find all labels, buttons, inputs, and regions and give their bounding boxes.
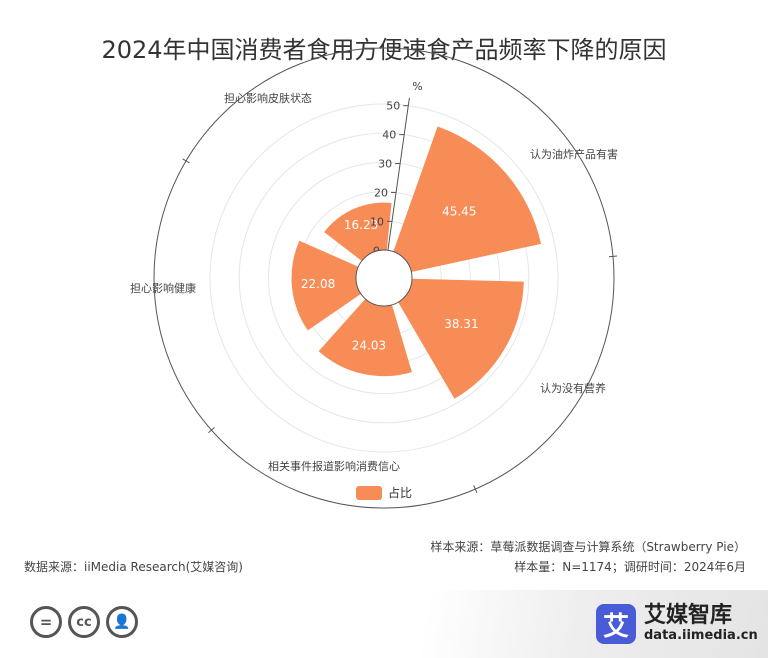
logo-url: data.iimedia.cn <box>644 628 758 643</box>
equals-icon: = <box>30 606 62 638</box>
radial-gridline <box>238 132 530 424</box>
data-label-3: 22.08 <box>301 277 335 291</box>
category-label-2: 相关事件报道影响消费信心 <box>268 459 400 473</box>
person-icon: 👤 <box>106 606 138 638</box>
cc-icon: cc <box>68 606 100 638</box>
logo-name: 艾媒智库 <box>644 603 733 628</box>
bar-0 <box>393 126 542 273</box>
category-label-0: 认为油炸产品有害 <box>530 147 618 161</box>
legend[interactable]: 占比 <box>356 484 412 501</box>
logo-mark: 艾 <box>596 604 636 644</box>
data-source: 数据来源：iiMedia Research(艾媒咨询) <box>24 560 243 574</box>
data-label-4: 16.23 <box>344 218 378 232</box>
data-label-1: 38.31 <box>444 317 478 331</box>
radial-gridline <box>267 161 501 395</box>
radial-tick-label-4: 40 <box>382 129 396 142</box>
radial-tick-label-1: 10 <box>370 215 384 228</box>
radial-tick-label-5: 50 <box>386 100 400 113</box>
chart-title: 2024年中国消费者食用方便速食产品频率下降的原因 <box>101 36 667 64</box>
bar-3 <box>291 240 361 331</box>
category-label-1: 认为没有营养 <box>540 381 606 395</box>
bar-2 <box>318 298 412 377</box>
radial-axis-unit: % <box>412 80 422 93</box>
sample-source: 样本来源：草莓派数据调查与计算系统（Strawberry Pie） <box>430 540 746 554</box>
angle-tick-0 <box>432 49 436 58</box>
license-icons: = cc 👤 <box>30 606 138 638</box>
data-label-2: 24.03 <box>352 338 386 352</box>
radial-tick-label-3: 30 <box>378 158 392 171</box>
radial-tick-label-2: 20 <box>374 186 388 199</box>
category-label-3: 担心影响健康 <box>130 281 196 295</box>
sample-size: 样本量：N=1174；调研时间：2024年6月 <box>514 560 746 574</box>
radial-gridline <box>209 103 559 453</box>
angle-tick-1 <box>608 255 618 258</box>
outer-axis-circle <box>153 47 615 509</box>
brand-logo[interactable]: 艾 艾媒智库 data.iimedia.cn <box>596 604 758 644</box>
inner-circle <box>355 249 413 307</box>
angle-tick-4 <box>182 158 190 164</box>
legend-label: 占比 <box>388 486 413 500</box>
angle-tick-2 <box>473 485 478 493</box>
bar-1 <box>398 278 524 399</box>
category-label-4: 担心影响皮肤状态 <box>224 91 312 105</box>
legend-swatch <box>356 485 382 500</box>
bar-4 <box>324 202 392 261</box>
data-label-0: 45.45 <box>442 205 476 219</box>
angle-tick-3 <box>208 427 215 434</box>
radial-axis-line <box>387 97 410 251</box>
